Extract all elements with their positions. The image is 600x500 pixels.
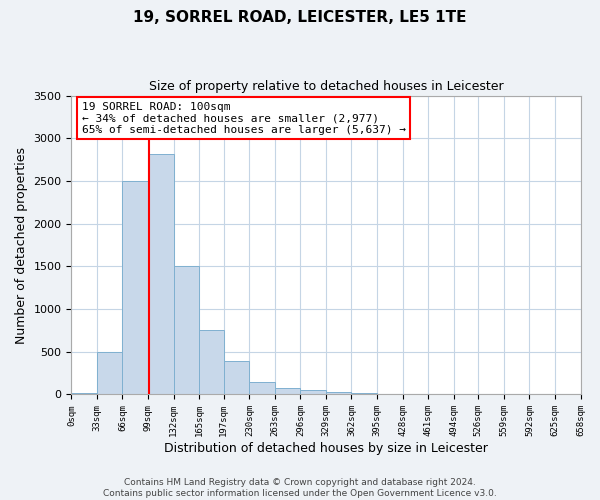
Bar [250,382,275,394]
Bar [173,266,199,394]
Bar [275,388,301,394]
Bar [148,154,173,394]
Bar [71,393,97,394]
Text: Contains HM Land Registry data © Crown copyright and database right 2024.
Contai: Contains HM Land Registry data © Crown c… [103,478,497,498]
Bar [199,330,224,394]
Title: Size of property relative to detached houses in Leicester: Size of property relative to detached ho… [149,80,503,93]
X-axis label: Distribution of detached houses by size in Leicester: Distribution of detached houses by size … [164,442,488,455]
Bar [224,361,250,394]
Bar [122,181,148,394]
Bar [352,393,377,394]
Bar [301,390,326,394]
Text: 19, SORREL ROAD, LEICESTER, LE5 1TE: 19, SORREL ROAD, LEICESTER, LE5 1TE [133,10,467,25]
Y-axis label: Number of detached properties: Number of detached properties [15,146,28,344]
Text: 19 SORREL ROAD: 100sqm
← 34% of detached houses are smaller (2,977)
65% of semi-: 19 SORREL ROAD: 100sqm ← 34% of detached… [82,102,406,134]
Bar [97,352,122,395]
Bar [326,392,352,394]
